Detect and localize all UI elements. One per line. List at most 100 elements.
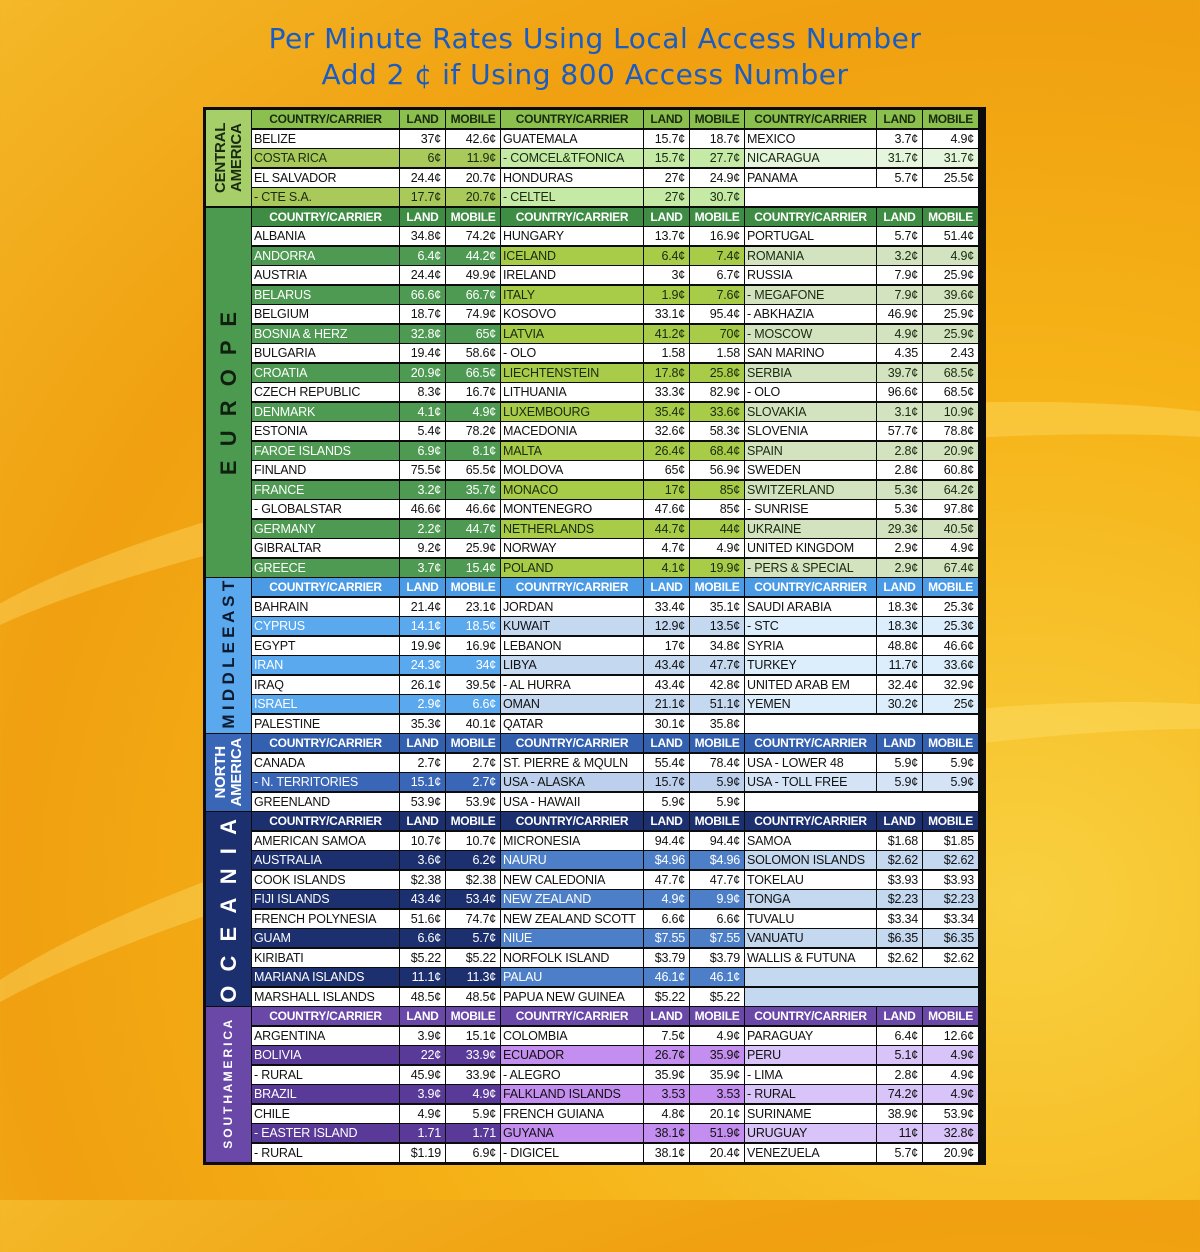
land-rate: 33.3¢ — [644, 383, 689, 401]
mobile-rate: 15.4¢ — [446, 558, 500, 577]
header-country-carrier: COUNTRY/CARRIER — [252, 578, 399, 596]
country-name: - STC — [745, 617, 876, 635]
mobile-rate: 70¢ — [690, 324, 744, 343]
mobile-rate: 48.5¢ — [446, 987, 500, 1006]
mobile-rate: 30.7¢ — [690, 188, 744, 206]
country-name: - CELTEL — [501, 188, 643, 206]
land-rate: 15.1¢ — [400, 773, 445, 791]
mobile-rate: 12.6¢ — [923, 1026, 978, 1045]
mobile-rate: 74.2¢ — [446, 227, 500, 245]
mobile-rate: 82.9¢ — [690, 383, 744, 401]
land-rate: 9.2¢ — [400, 539, 445, 557]
land-rate: 5.7¢ — [877, 168, 922, 187]
mobile-rate: 42.6¢ — [446, 129, 500, 148]
country-name: - RURAL — [252, 1143, 399, 1162]
country-name: PORTUGAL — [745, 227, 876, 245]
mobile-rate: 34¢ — [446, 656, 500, 674]
country-name: SERBIA — [745, 363, 876, 382]
land-rate: 11¢ — [877, 1124, 922, 1142]
header-country-carrier: COUNTRY/CARRIER — [745, 578, 876, 596]
mobile-rate: 6.6¢ — [446, 695, 500, 713]
mobile-rate: 5.9¢ — [690, 792, 744, 811]
header-land: LAND — [877, 110, 922, 128]
country-name: FINLAND — [252, 461, 399, 479]
country-name: UNITED ARAB EM — [745, 675, 876, 694]
country-name: CROATIA — [252, 363, 399, 382]
country-name: MACEDONIA — [501, 422, 643, 440]
land-rate: $5.22 — [644, 987, 689, 1006]
mobile-rate: 78.4¢ — [690, 753, 744, 772]
country-name: COLOMBIA — [501, 1026, 643, 1045]
mobile-rate: 5.9¢ — [446, 1104, 500, 1123]
country-name: MARIANA ISLANDS — [252, 968, 399, 986]
mobile-rate: 74.9¢ — [446, 305, 500, 323]
header-land: LAND — [400, 207, 445, 226]
country-name: - DIGICEL — [501, 1143, 643, 1162]
mobile-rate: $3.79 — [690, 948, 744, 967]
land-rate: 21.1¢ — [644, 695, 689, 713]
country-name: CZECH REPUBLIC — [252, 383, 399, 401]
land-rate: 4.9¢ — [400, 1104, 445, 1123]
land-rate: 24.4¢ — [400, 168, 445, 187]
mobile-rate: 46.6¢ — [446, 500, 500, 518]
mobile-rate: 35.9¢ — [690, 1065, 744, 1084]
country-name: - COMCEL&TFONICA — [501, 149, 643, 167]
country-name: - RURAL — [252, 1065, 399, 1084]
mobile-rate: 10.9¢ — [923, 402, 978, 421]
country-name: - PERS & SPECIAL — [745, 558, 876, 577]
mobile-rate: 4.9¢ — [690, 1026, 744, 1045]
country-name: - AL HURRA — [501, 675, 643, 694]
mobile-rate: 68.5¢ — [923, 383, 978, 401]
country-name: - N. TERRITORIES — [252, 773, 399, 791]
header-mobile: MOBILE — [923, 812, 978, 830]
land-rate: 43.4¢ — [400, 890, 445, 908]
land-rate: 7.5¢ — [644, 1026, 689, 1045]
country-name: SAN MARINO — [745, 344, 876, 362]
mobile-rate: 33.6¢ — [690, 402, 744, 421]
mobile-rate: 11.9¢ — [446, 149, 500, 167]
land-rate: 48.8¢ — [877, 636, 922, 655]
mobile-rate: 5.7¢ — [446, 929, 500, 947]
header-land: LAND — [877, 1007, 922, 1025]
country-name: USA - TOLL FREE — [745, 773, 876, 791]
country-name: LEBANON — [501, 636, 643, 655]
land-rate: $6.35 — [877, 929, 922, 947]
region-label: CENTRAL AMERICA — [206, 110, 251, 206]
land-rate: 66.6¢ — [400, 285, 445, 304]
land-rate: 18.3¢ — [877, 597, 922, 616]
land-rate: 2.9¢ — [877, 558, 922, 577]
land-rate: 26.7¢ — [644, 1046, 689, 1064]
mobile-rate: 53.9¢ — [923, 1104, 978, 1123]
land-rate: 1.71 — [400, 1124, 445, 1142]
country-name: RUSSIA — [745, 266, 876, 284]
land-rate: 18.3¢ — [877, 617, 922, 635]
country-name: MOLDOVA — [501, 461, 643, 479]
country-name: - ABKHAZIA — [745, 305, 876, 323]
country-name: NIUE — [501, 929, 643, 947]
country-name: PARAGUAY — [745, 1026, 876, 1045]
header-mobile: MOBILE — [923, 207, 978, 226]
country-name: IRELAND — [501, 266, 643, 284]
header-country-carrier: COUNTRY/CARRIER — [501, 812, 643, 830]
mobile-rate: 20.1¢ — [690, 1104, 744, 1123]
mobile-rate: 68.5¢ — [923, 363, 978, 382]
land-rate: 57.7¢ — [877, 422, 922, 440]
mobile-rate: 25.9¢ — [923, 305, 978, 323]
land-rate: 33.4¢ — [644, 597, 689, 616]
land-rate: 74.2¢ — [877, 1085, 922, 1103]
land-rate: 12.9¢ — [644, 617, 689, 635]
mobile-rate: 42.8¢ — [690, 675, 744, 694]
country-name: NORFOLK ISLAND — [501, 948, 643, 967]
header-land: LAND — [644, 1007, 689, 1025]
mobile-rate: 31.7¢ — [923, 149, 978, 167]
country-name: GUATEMALA — [501, 129, 643, 148]
mobile-rate: 25.9¢ — [923, 324, 978, 343]
country-name: SWITZERLAND — [745, 480, 876, 499]
land-rate: 21.4¢ — [400, 597, 445, 616]
header-country-carrier: COUNTRY/CARRIER — [252, 1007, 399, 1025]
country-name: FALKLAND ISLANDS — [501, 1085, 643, 1103]
country-name: HONDURAS — [501, 168, 643, 187]
country-name: USA - LOWER 48 — [745, 753, 876, 772]
land-rate: $1.19 — [400, 1143, 445, 1162]
land-rate: $3.34 — [877, 909, 922, 928]
